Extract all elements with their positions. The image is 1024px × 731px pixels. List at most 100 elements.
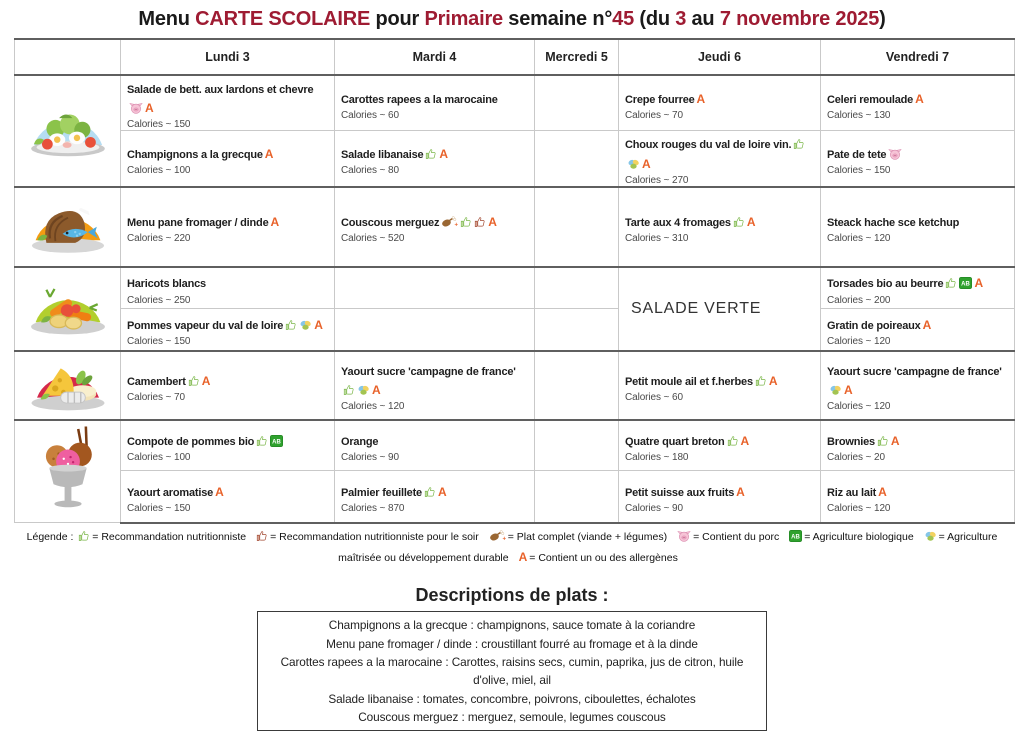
bio-icon: AB <box>789 529 803 547</box>
day-header-2: Mardi 4 <box>334 38 535 76</box>
descriptions-title: Descriptions de plats : <box>415 585 609 606</box>
dish: SALADE VERTE <box>620 300 820 318</box>
svg-text:AB: AB <box>272 439 281 445</box>
menu-cell: Camembert A Calories ~ 70 <box>120 349 335 421</box>
menu-cell: Yaourt sucre 'campagne de france' A Calori… <box>334 349 535 421</box>
menu-cell: Yaourt aromatise A Calories ~ 150 <box>120 470 335 524</box>
nutrition-icon <box>460 212 472 231</box>
allergen-icon: A <box>878 484 887 499</box>
dish: Pate de tete <box>822 141 1014 163</box>
title-segment: ) <box>879 8 886 30</box>
day-header-1: Lundi 3 <box>120 38 335 76</box>
nutrition-icon <box>733 212 745 231</box>
dish-name: Orange <box>341 435 379 448</box>
dish-calories: Calories ~ 270 <box>625 174 689 186</box>
day-header-3: Mercredi 5 <box>534 38 619 76</box>
dish-name: Petit suisse aux fruits <box>625 486 735 499</box>
dish-calories: Calories ~ 20 <box>827 452 885 464</box>
allergen-icon: A <box>696 91 706 106</box>
dish: Yaourt sucre 'campagne de france' A <box>336 358 534 399</box>
title-segment: CARTE SCOLAIRE <box>195 8 371 30</box>
nutrition-icon <box>285 315 297 334</box>
allergen-icon: A <box>437 484 447 499</box>
dish-name: Yaourt sucre 'campagne de france' <box>341 366 516 379</box>
dish-name: Choux rouges du val de loire vin. <box>625 139 792 152</box>
dish: Steack hache sce ketchup <box>822 209 1014 231</box>
svg-text:AB: AB <box>962 282 971 288</box>
svg-text:AB: AB <box>791 534 800 540</box>
dish-calories: Calories ~ 100 <box>127 452 191 464</box>
legend-label: = Agriculture biologique <box>804 530 914 543</box>
title-segment: pour <box>370 8 425 30</box>
menu-cell <box>534 130 619 188</box>
dish: Camembert A <box>122 368 334 390</box>
allergen-icon: A <box>642 156 651 171</box>
dish-name: Yaourt sucre 'campagne de france' <box>827 366 1002 379</box>
allergen-icon: A <box>844 383 853 398</box>
menu-cell: Couscous merguez + A Calories ~ 520 <box>334 185 535 268</box>
dish: Champignons a la grecque A <box>122 141 334 163</box>
menu-row: Haricots blancs Calories ~ 250 SALADE VERT… <box>14 265 1015 352</box>
dish: Menu pane fromager / dinde A <box>122 209 334 231</box>
nutrition-icon <box>256 431 268 450</box>
description-line: Salade libanaise : tomates, concombre, p… <box>328 691 696 706</box>
dish-name: Petit moule ail et f.herbes <box>625 375 753 388</box>
dish: Compote de pommes bio AB <box>122 428 334 450</box>
menu-row: Compote de pommes bio AB Calories ~ 100 Ora… <box>14 418 1015 524</box>
menu-cell: Quatre quart breton A Calories ~ 180 <box>618 418 821 472</box>
title-segment: au <box>686 8 720 30</box>
dish-calories: Calories ~ 120 <box>827 336 891 348</box>
corner-cell <box>14 38 121 76</box>
dish-name: Steack hache sce ketchup <box>827 217 960 230</box>
description-line: Couscous merguez : merguez, semoule, leg… <box>358 709 666 724</box>
sustainable-icon <box>627 154 640 173</box>
dish-calories: Calories ~ 520 <box>341 233 405 245</box>
allergen-icon: A <box>270 215 280 230</box>
dish-calories: Calories ~ 150 <box>827 165 891 177</box>
legend-prefix: Légende : <box>26 530 77 543</box>
menu-cell: Salade de bett. aux lardons et chevre A Ca… <box>120 74 335 132</box>
allergen-icon: A <box>145 101 154 116</box>
allergen-icon: A <box>974 276 984 291</box>
menu-row: Menu pane fromager / dinde A Calories ~ 22… <box>14 185 1015 268</box>
menu-cell: Steack hache sce ketchup Calories ~ 120 <box>820 185 1015 268</box>
dish: Petit suisse aux fruits A <box>620 479 820 501</box>
allergen-icon: A <box>314 317 323 332</box>
legend-label: = Plat complet (viande + légumes) <box>507 530 668 543</box>
dish-calories: Calories ~ 120 <box>827 233 891 245</box>
dish: Gratin de poireaux A <box>822 312 1014 334</box>
title-segment: (du <box>634 8 676 30</box>
nutrition-icon <box>727 431 739 450</box>
dish-name: Yaourt aromatise <box>127 486 214 499</box>
title-segment: 45 <box>612 8 634 30</box>
dish-calories: Calories ~ 150 <box>127 503 191 515</box>
dish: Carottes rapees a la marocaine <box>336 86 534 108</box>
svg-text:+: + <box>502 536 506 542</box>
menu-cell: Riz au lait A Calories ~ 120 <box>820 470 1015 524</box>
allergen-icon: A <box>768 373 778 388</box>
menu-cell: Orange Calories ~ 90 <box>334 418 535 472</box>
menu-cell: Petit suisse aux fruits A Calories ~ 90 <box>618 470 821 524</box>
bio-icon: AB <box>270 431 284 450</box>
nutrition-icon <box>793 134 805 153</box>
dish-calories: Calories ~ 120 <box>341 401 405 413</box>
dish-calories: Calories ~ 60 <box>341 109 399 121</box>
dish-name: Tarte aux 4 fromages <box>625 217 731 230</box>
sustainable-icon <box>299 315 312 334</box>
nutrition-icon <box>945 273 957 292</box>
nutrition-icon <box>78 529 90 547</box>
dish-calories: Calories ~ 90 <box>625 503 683 515</box>
dish-name: Salade de bett. aux lardons et chevre <box>127 84 314 96</box>
menu-cell <box>534 308 619 352</box>
description-line: Menu pane fromager / dinde : croustillan… <box>326 636 698 651</box>
menu-cell <box>534 74 619 132</box>
allergen-icon: A <box>736 484 745 499</box>
dish-calories: Calories ~ 180 <box>625 452 689 464</box>
pork-icon <box>129 98 143 117</box>
nutrition-icon <box>424 482 436 501</box>
menu-cell: Salade libanaise A Calories ~ 80 <box>334 130 535 188</box>
allergen-icon: A <box>488 215 497 230</box>
dish: Quatre quart breton A <box>620 428 820 450</box>
bio-icon: AB <box>959 273 973 292</box>
dish: Haricots blancs <box>122 270 334 292</box>
